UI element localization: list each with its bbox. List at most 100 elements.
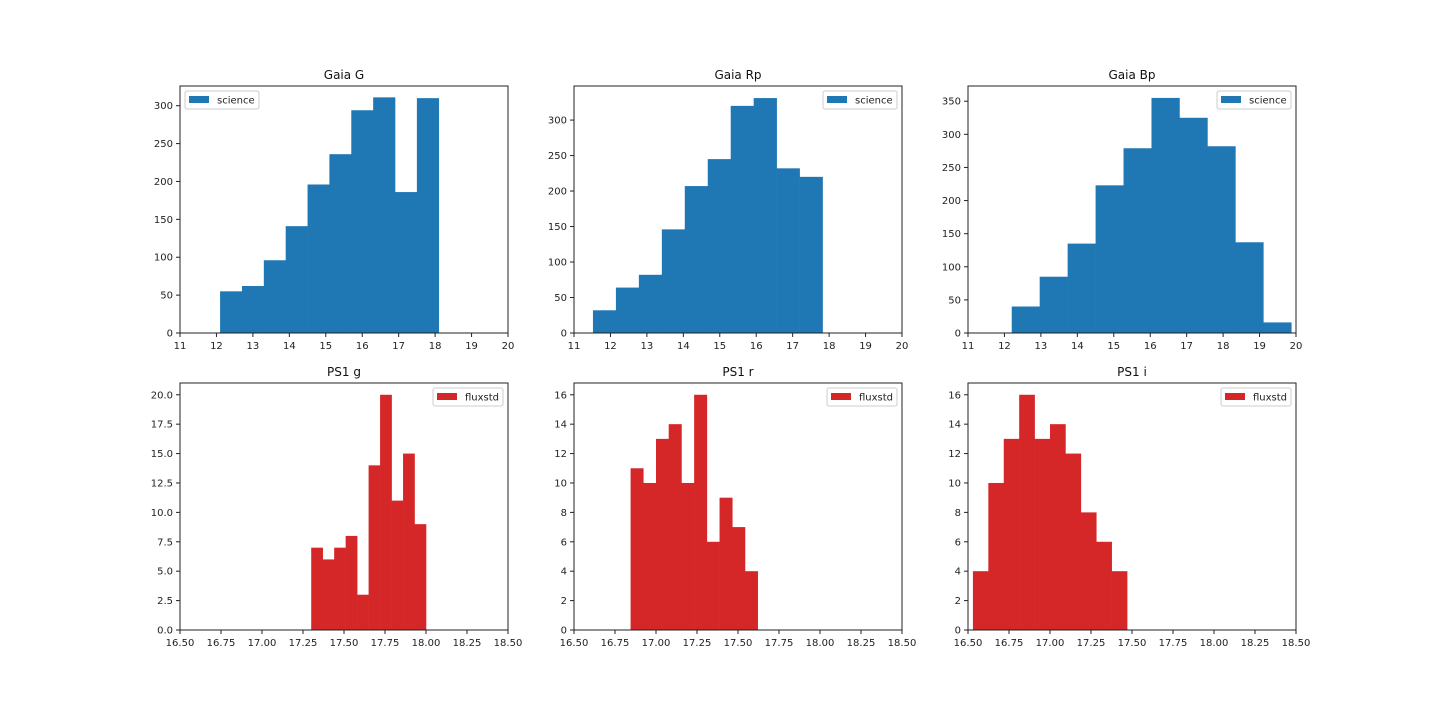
y-tick-label: 50	[948, 295, 961, 306]
chart-title: Gaia G	[324, 68, 364, 82]
y-tick-label: 250	[154, 139, 173, 150]
y-tick-label: 200	[154, 177, 173, 188]
y-tick-label: 15.0	[151, 449, 173, 460]
x-tick-label: 17.25	[683, 638, 712, 649]
x-tick-label: 18	[429, 341, 442, 352]
x-tick-label: 14	[283, 341, 296, 352]
x-tick-label: 15	[319, 341, 332, 352]
histogram-bar	[988, 482, 1005, 630]
x-tick-label: 16.50	[166, 638, 195, 649]
panel-gaia-g: 11 12 13 14 15 16 17 18 19 20050100150200250300Ga…	[154, 68, 514, 352]
x-tick-label: 19	[1253, 341, 1266, 352]
legend-box	[432, 387, 504, 407]
x-tick-label: 14	[677, 341, 690, 352]
histogram-bar	[373, 97, 396, 334]
histogram-bar	[329, 154, 352, 333]
histogram-bar	[684, 186, 709, 333]
chart-title: Gaia Bp	[1108, 68, 1155, 82]
y-tick-label: 16	[948, 390, 961, 401]
axes-frame	[179, 85, 509, 334]
histogram-bar	[753, 98, 777, 333]
y-tick-label: 2	[561, 596, 567, 607]
axes-frame	[967, 85, 1297, 334]
y-tick-label: 150	[548, 222, 567, 233]
legend-box	[184, 90, 260, 110]
x-tick-label: 17.50	[724, 638, 753, 649]
x-tick-label: 17.00	[248, 638, 277, 649]
y-tick-label: 17.5	[151, 420, 173, 431]
y-tick-label: 250	[942, 163, 961, 174]
legend: fluxstd	[826, 387, 898, 407]
y-tick-label: 6	[561, 537, 567, 548]
x-tick-label: 18.50	[888, 638, 917, 649]
x-tick-label: 13	[641, 341, 654, 352]
y-tick-label: 200	[942, 196, 961, 207]
x-tick-label: 18.50	[494, 638, 523, 649]
legend-label: fluxstd	[1253, 393, 1287, 404]
y-tick-label: 250	[548, 151, 567, 162]
x-tick-label: 16.75	[995, 638, 1024, 649]
histogram-bar	[307, 184, 330, 333]
histogram-bar	[732, 527, 746, 630]
histogram-bar	[334, 547, 346, 630]
y-tick-label: 10	[554, 478, 567, 489]
histogram-bar	[1039, 276, 1068, 333]
histogram-bar	[1123, 148, 1152, 333]
y-tick-label: 0.0	[157, 626, 173, 637]
legend-label: science	[217, 96, 255, 107]
x-tick-label: 18.00	[412, 638, 441, 649]
histogram-bar	[656, 438, 670, 630]
y-tick-label: 0	[561, 329, 567, 340]
histogram-bar	[1019, 394, 1035, 630]
histogram-bar	[1050, 424, 1066, 630]
x-tick-label: 17.50	[1118, 638, 1147, 649]
histogram-bar	[1096, 541, 1112, 630]
x-tick-label: 12	[210, 341, 223, 352]
histogram-bar	[707, 159, 732, 333]
legend-swatch	[189, 96, 209, 103]
histogram-bar	[972, 571, 989, 630]
histogram-bar	[322, 559, 335, 630]
x-tick-label: 11	[174, 341, 187, 352]
x-tick-label: 17.00	[1036, 638, 1065, 649]
x-tick-label: 18.50	[1282, 638, 1311, 649]
panel-gaia-bp: 11 12 13 14 15 16 17 18 19 2005010015020025030035…	[942, 68, 1302, 352]
x-tick-label: 16	[356, 341, 369, 352]
y-tick-label: 2.5	[157, 596, 173, 607]
legend-label: fluxstd	[465, 393, 499, 404]
x-tick-label: 17.50	[330, 638, 359, 649]
histogram-bar	[730, 105, 754, 333]
x-tick-label: 19	[465, 341, 478, 352]
legend: fluxstd	[1220, 387, 1292, 407]
legend: fluxstd	[432, 387, 504, 407]
histogram-bar	[263, 260, 286, 333]
y-tick-label: 300	[942, 130, 961, 141]
y-tick-label: 12.5	[151, 478, 173, 489]
y-tick-label: 6	[955, 537, 961, 548]
y-tick-label: 350	[942, 97, 961, 108]
x-tick-label: 14	[1071, 341, 1084, 352]
panel-ps1-g: 16.50 16.75 17.00 17.25 17.50 17.75 18.00 18.25…	[151, 365, 523, 649]
x-tick-label: 15	[713, 341, 726, 352]
histogram-bar	[1034, 438, 1051, 630]
legend-swatch	[1221, 96, 1241, 103]
histogram-bar	[668, 424, 682, 630]
y-tick-label: 150	[942, 229, 961, 240]
legend-box	[1216, 90, 1292, 110]
legend-box	[822, 90, 898, 110]
y-tick-label: 100	[154, 253, 173, 264]
histogram-bar	[416, 98, 440, 333]
y-tick-label: 14	[554, 420, 567, 431]
x-tick-label: 17.25	[1077, 638, 1106, 649]
histogram-bar	[351, 110, 374, 334]
chart-title: PS1 i	[1117, 365, 1147, 379]
y-tick-label: 50	[160, 291, 173, 302]
histogram-bar	[414, 524, 427, 630]
histogram-bar	[638, 274, 663, 333]
axes-frame	[573, 85, 903, 334]
y-tick-label: 10.0	[151, 508, 173, 519]
x-tick-label: 11	[962, 341, 975, 352]
y-tick-label: 300	[548, 116, 567, 127]
x-tick-label: 16.50	[954, 638, 983, 649]
histogram-bar	[1095, 185, 1124, 333]
